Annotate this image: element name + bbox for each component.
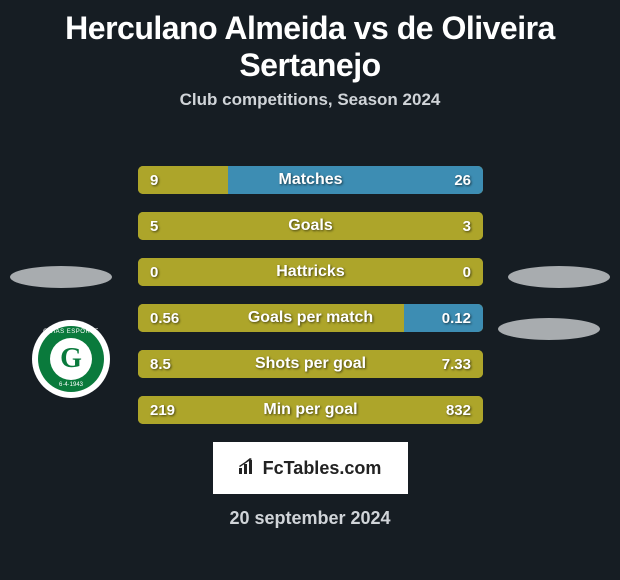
left-club-badge: GOIAS ESPORTE G 6·4·1943	[32, 320, 110, 398]
stat-label: Goals	[138, 212, 483, 240]
brand-text: FcTables.com	[263, 458, 382, 479]
stat-label: Matches	[138, 166, 483, 194]
right-ellipse-1	[508, 266, 610, 288]
stat-label: Min per goal	[138, 396, 483, 424]
stat-label: Goals per match	[138, 304, 483, 332]
stat-row-4: 8.57.33Shots per goal	[138, 350, 483, 378]
badge-arc-top: GOIAS ESPORTE	[38, 329, 104, 335]
badge-letter: G	[50, 338, 92, 380]
stats-comparison-card: Herculano Almeida vs de Oliveira Sertane…	[0, 0, 620, 580]
chart-icon	[239, 458, 257, 479]
stat-label: Hattricks	[138, 258, 483, 286]
subtitle: Club competitions, Season 2024	[0, 90, 620, 110]
stat-row-5: 219832Min per goal	[138, 396, 483, 424]
stat-row-1: 53Goals	[138, 212, 483, 240]
date-text: 20 september 2024	[0, 508, 620, 529]
right-ellipse-2	[498, 318, 600, 340]
stat-row-3: 0.560.12Goals per match	[138, 304, 483, 332]
left-ellipse-1	[10, 266, 112, 288]
page-title: Herculano Almeida vs de Oliveira Sertane…	[0, 0, 620, 90]
brand-badge: FcTables.com	[213, 442, 408, 494]
stat-bars: 926Matches 53Goals 00Hattricks 0.560.12Goal…	[138, 140, 483, 424]
badge-arc-bottom: 6·4·1943	[38, 382, 104, 388]
stat-row-2: 00Hattricks	[138, 258, 483, 286]
stat-label: Shots per goal	[138, 350, 483, 378]
body-area: GOIAS ESPORTE G 6·4·1943 926Matches 53Goa…	[0, 140, 620, 424]
stat-row-0: 926Matches	[138, 166, 483, 194]
